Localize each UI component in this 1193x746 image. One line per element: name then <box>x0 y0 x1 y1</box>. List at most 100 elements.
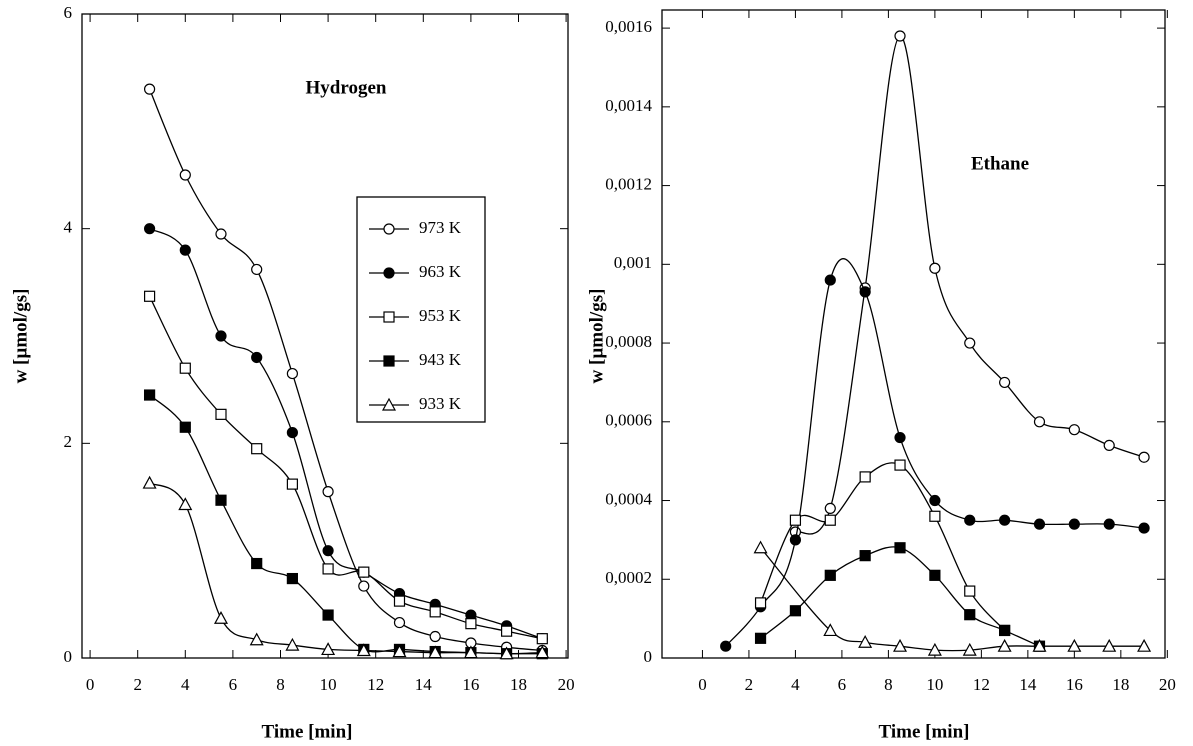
data-point <box>393 595 406 607</box>
data-point <box>824 502 836 515</box>
y-tick-label: 0,0004 <box>605 489 652 508</box>
data-point <box>143 83 156 95</box>
data-point <box>215 330 227 342</box>
x-tick-label: 18 <box>510 675 527 694</box>
legend-label: 973 K <box>419 218 462 237</box>
legend-label: 943 K <box>419 350 462 369</box>
series-line <box>760 547 1145 652</box>
data-point <box>999 624 1011 637</box>
x-axis-label: Time [min] <box>262 721 353 742</box>
data-point <box>215 228 227 240</box>
legend-marker <box>383 311 395 323</box>
data-point <box>1033 416 1046 428</box>
data-point <box>858 634 873 648</box>
data-point <box>215 408 227 420</box>
data-point <box>251 557 263 570</box>
data-point <box>178 497 193 511</box>
data-point <box>251 263 263 276</box>
data-point <box>536 633 548 645</box>
data-point <box>286 572 298 585</box>
data-point <box>429 630 441 643</box>
data-point <box>179 362 191 374</box>
data-point <box>997 638 1012 652</box>
data-point <box>964 514 976 526</box>
data-point <box>754 632 767 644</box>
x-tick-label: 8 <box>276 675 285 694</box>
x-tick-label: 20 <box>558 675 575 694</box>
data-point <box>499 646 514 660</box>
data-point <box>859 550 871 562</box>
data-point <box>999 514 1011 526</box>
data-point <box>859 471 871 483</box>
data-point <box>929 494 941 507</box>
legend-label: 953 K <box>419 306 462 325</box>
x-tick-label: 2 <box>745 675 754 694</box>
data-point <box>393 616 406 629</box>
data-point <box>358 580 370 592</box>
data-point <box>429 606 441 618</box>
data-point <box>322 486 334 498</box>
series-line <box>795 35 1145 535</box>
plot-frame <box>661 9 1166 659</box>
legend-marker <box>383 223 395 235</box>
x-tick-label: 2 <box>133 675 142 694</box>
y-tick-label: 0,001 <box>614 253 652 272</box>
y-tick-label: 2 <box>64 432 73 451</box>
data-point <box>358 566 370 578</box>
legend-marker <box>381 397 397 411</box>
x-tick-label: 6 <box>838 675 847 694</box>
data-point <box>465 618 477 630</box>
y-tick-label: 0 <box>64 647 73 666</box>
x-tick-label: 20 <box>1159 675 1176 694</box>
x-tick-label: 12 <box>367 675 384 694</box>
data-point <box>1068 424 1080 436</box>
x-tick-label: 10 <box>926 675 943 694</box>
data-point <box>894 431 906 444</box>
data-point <box>929 262 941 274</box>
series-line <box>149 482 543 655</box>
data-point <box>286 367 298 380</box>
data-point <box>251 351 263 364</box>
x-tick-label: 16 <box>1066 675 1083 694</box>
x-tick-label: 12 <box>973 675 990 694</box>
data-point <box>179 244 191 256</box>
data-point <box>929 569 941 581</box>
data-point <box>753 540 768 554</box>
data-point <box>964 337 976 349</box>
x-tick-label: 0 <box>86 675 95 694</box>
data-point <box>179 421 191 433</box>
data-point <box>964 585 976 597</box>
data-point <box>1137 638 1152 652</box>
data-point <box>428 645 443 659</box>
data-point <box>500 625 513 637</box>
data-point <box>321 642 336 656</box>
x-tick-label: 0 <box>698 675 707 694</box>
data-point <box>249 632 264 646</box>
y-axis-label: w [µmol/gs] <box>586 289 607 384</box>
data-point <box>893 638 908 652</box>
data-point <box>962 642 977 656</box>
data-point <box>964 609 976 621</box>
data-point <box>143 389 156 401</box>
x-tick-label: 4 <box>791 675 800 694</box>
data-point <box>720 640 732 652</box>
series-line <box>760 546 1040 647</box>
legend-box <box>356 196 486 423</box>
x-tick-label: 16 <box>462 675 479 694</box>
x-tick-label: 14 <box>415 675 433 694</box>
series-line <box>725 258 1145 647</box>
y-tick-label: 4 <box>64 218 73 237</box>
legend-marker <box>383 355 395 367</box>
data-point <box>1032 638 1047 652</box>
x-tick-label: 8 <box>884 675 893 694</box>
legend-label: 933 K <box>419 394 462 413</box>
data-point <box>356 643 371 657</box>
x-tick-label: 6 <box>229 675 238 694</box>
x-tick-label: 14 <box>1019 675 1037 694</box>
data-point <box>142 475 157 489</box>
y-tick-label: 0,0002 <box>605 568 652 587</box>
y-tick-label: 0,0012 <box>605 174 652 193</box>
data-point <box>1103 518 1115 530</box>
data-point <box>999 376 1011 389</box>
